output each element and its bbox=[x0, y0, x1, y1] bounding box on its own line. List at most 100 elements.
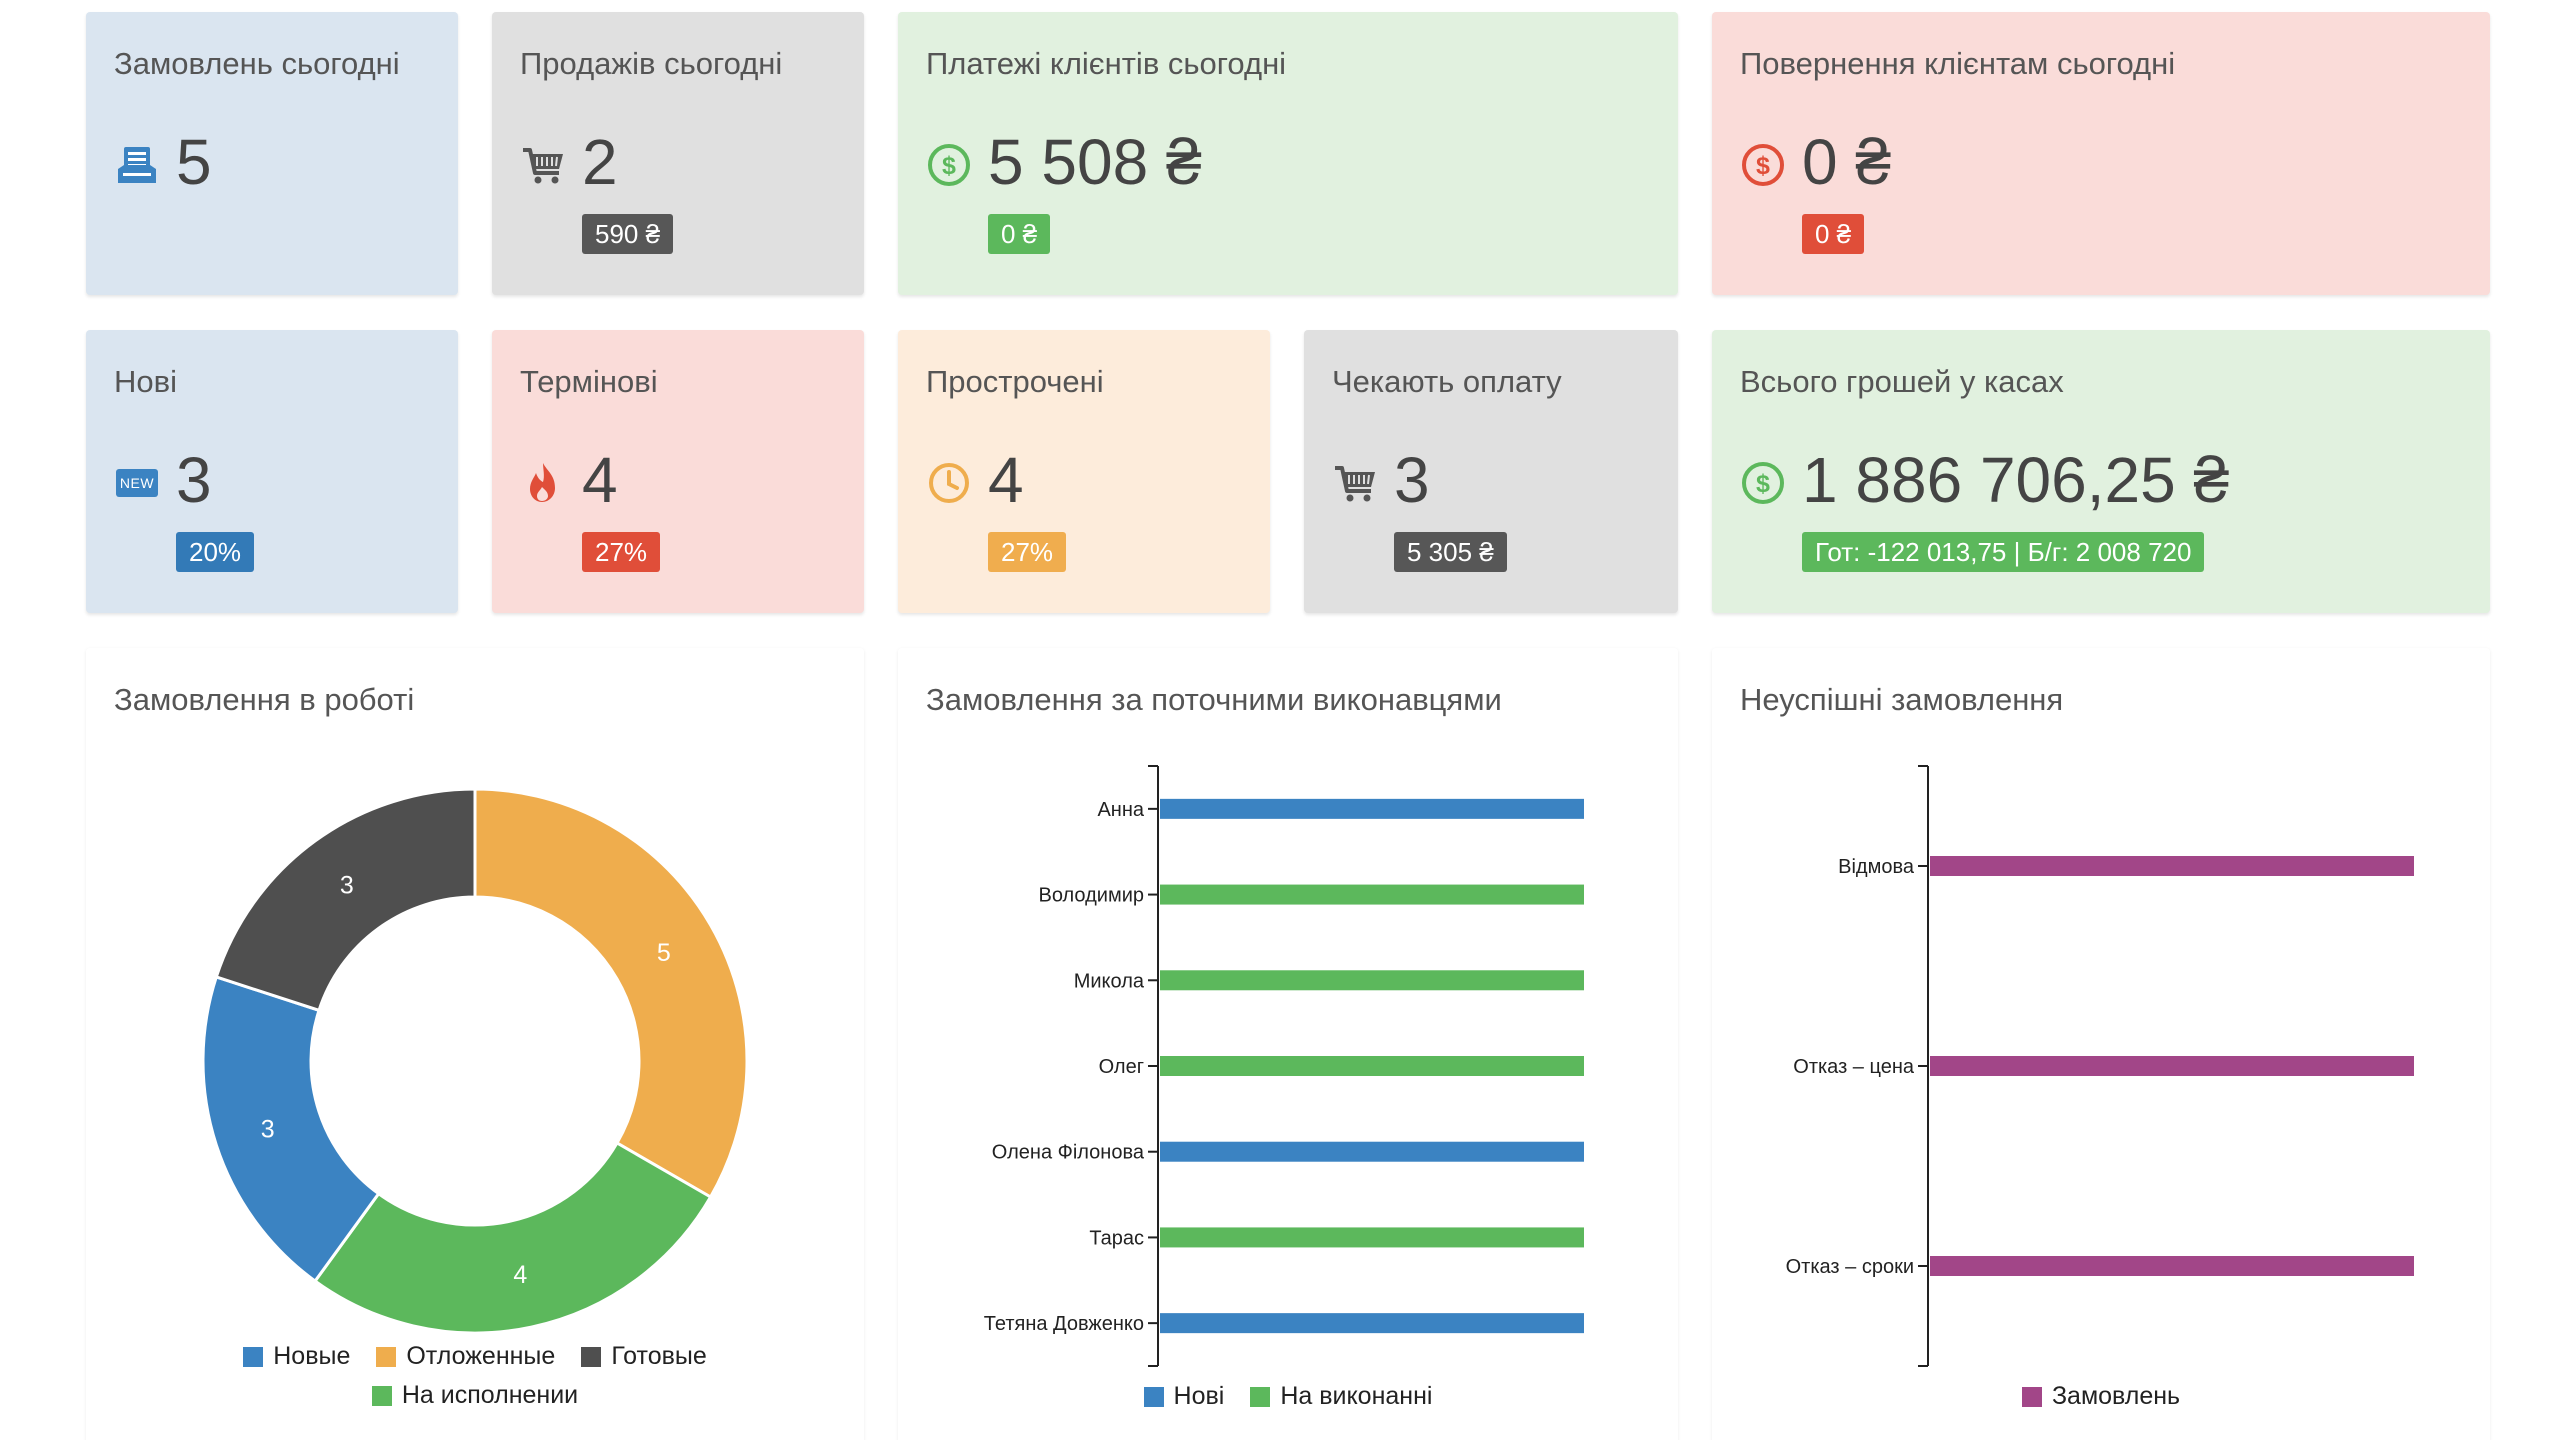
orders-today-title: Замовлень сьогодні bbox=[114, 46, 400, 81]
new-icon-label: NEW bbox=[115, 469, 159, 497]
sales-today-card[interactable]: Продажів сьогодні 2 590 ₴ bbox=[492, 12, 864, 295]
donut-legend-swatch bbox=[243, 1346, 264, 1367]
dollar-circle-icon: $ bbox=[924, 140, 974, 190]
clock-icon bbox=[924, 458, 974, 508]
executors-legend-swatch bbox=[1250, 1386, 1271, 1407]
donut-slice-label: 3 bbox=[340, 872, 354, 900]
orders-in-work-legend: Новые Отложенные Готовые На исполнении bbox=[86, 1342, 864, 1410]
urgent-orders-badge: 27% bbox=[582, 532, 661, 572]
bar-тетяна-довженко[interactable] bbox=[1160, 1313, 1584, 1334]
awaiting-payment-value: 3 bbox=[1394, 444, 1430, 516]
bar-відмова[interactable] bbox=[1930, 856, 2414, 876]
failed-legend-label: Замовлень bbox=[2051, 1382, 2181, 1410]
donut-legend-label: На исполнении bbox=[401, 1381, 579, 1409]
refunds-today-title: Повернення клієнтам сьогодні bbox=[1740, 46, 2176, 81]
cash-total-badge: Гот: -122 013,75 | Б/г: 2 008 720 bbox=[1802, 532, 2205, 572]
fire-icon bbox=[518, 458, 568, 508]
donut-legend-swatch bbox=[581, 1346, 602, 1367]
bar-анна[interactable] bbox=[1160, 798, 1584, 819]
dollar-circle-icon: $ bbox=[1738, 458, 1788, 508]
sales-today-value: 2 bbox=[582, 126, 618, 198]
new-orders-value: 3 bbox=[176, 444, 212, 516]
donut-legend-item[interactable]: На исполнении bbox=[371, 1381, 579, 1410]
executors-panel: Замовлення за поточними виконавцями Анна… bbox=[898, 648, 1678, 1440]
donut-slice-готовые[interactable] bbox=[214, 787, 477, 1013]
awaiting-payment-badge: 5 305 ₴ bbox=[1394, 532, 1507, 572]
executors-legend: Нові На виконанні bbox=[898, 1382, 1678, 1411]
svg-text:$: $ bbox=[1756, 470, 1770, 498]
cart-icon bbox=[1330, 458, 1380, 508]
failed-orders-title: Неуспішні замовлення bbox=[1740, 682, 2064, 717]
donut-legend-item[interactable]: Отложенные bbox=[376, 1342, 555, 1371]
bar-отказ-цена[interactable] bbox=[1930, 1056, 2414, 1076]
donut-slice-label: 3 bbox=[261, 1115, 275, 1143]
new-orders-card[interactable]: Нові NEW 3 20% bbox=[86, 330, 458, 613]
payments-today-badge: 0 ₴ bbox=[988, 214, 1051, 254]
donut-legend-label: Новые bbox=[273, 1342, 351, 1370]
orders-today-card[interactable]: Замовлень сьогодні 5 bbox=[86, 12, 458, 295]
bar-олена-філонова[interactable] bbox=[1160, 1141, 1584, 1162]
executors-bar-chart: Анна Володимир Микола Олег Олена Філонова Тар… bbox=[984, 765, 1584, 1367]
bar-отказ-сроки[interactable] bbox=[1930, 1256, 2414, 1276]
donut-legend-item[interactable]: Новые bbox=[243, 1342, 350, 1371]
new-orders-badge: 20% bbox=[176, 532, 255, 572]
dollar-circle-icon: $ bbox=[1738, 140, 1788, 190]
bar-микола[interactable] bbox=[1160, 970, 1584, 991]
payments-today-card[interactable]: Платежі клієнтів сьогодні $ 5 508 ₴ 0 ₴ bbox=[898, 12, 1678, 295]
bar-олег[interactable] bbox=[1160, 1056, 1584, 1076]
executors-legend-label: Нові bbox=[1173, 1382, 1225, 1410]
donut-slice-label: 5 bbox=[657, 939, 671, 967]
overdue-orders-badge: 27% bbox=[988, 532, 1067, 572]
payments-today-title: Платежі клієнтів сьогодні bbox=[926, 46, 1287, 81]
new-orders-title: Нові bbox=[114, 364, 177, 399]
y-tick-label: Микола bbox=[1074, 970, 1145, 992]
overdue-orders-value: 4 bbox=[988, 444, 1024, 516]
sales-today-title: Продажів сьогодні bbox=[520, 46, 783, 81]
urgent-orders-value: 4 bbox=[582, 444, 618, 516]
y-tick-label: Володимир bbox=[1039, 885, 1145, 907]
refunds-today-card[interactable]: Повернення клієнтам сьогодні $ 0 ₴ 0 ₴ bbox=[1712, 12, 2490, 295]
y-tick-label: Тетяна Довженко bbox=[984, 1313, 1144, 1335]
bar-володимир[interactable] bbox=[1160, 884, 1584, 905]
executors-legend-item[interactable]: Нові bbox=[1143, 1382, 1225, 1411]
cash-total-card[interactable]: Всього грошей у касах $ 1 886 706,25 ₴ Г… bbox=[1712, 330, 2490, 613]
donut-slice-на-исполнении[interactable] bbox=[313, 1140, 713, 1335]
donut-slice-отложенные[interactable] bbox=[473, 787, 749, 1200]
y-tick-label: Анна bbox=[1097, 799, 1144, 821]
sales-today-badge: 590 ₴ bbox=[582, 214, 674, 254]
awaiting-payment-title: Чекають оплату bbox=[1332, 364, 1562, 399]
executors-legend-item[interactable]: На виконанні bbox=[1250, 1382, 1432, 1411]
failed-orders-legend: Замовлень bbox=[1712, 1382, 2490, 1411]
urgent-orders-title: Термінові bbox=[520, 364, 658, 399]
cash-total-title: Всього грошей у касах bbox=[1740, 364, 2064, 399]
awaiting-payment-card[interactable]: Чекають оплату 3 5 305 ₴ bbox=[1304, 330, 1678, 613]
cash-total-value: 1 886 706,25 ₴ bbox=[1802, 444, 2230, 516]
executors-legend-label: На виконанні bbox=[1280, 1382, 1433, 1410]
y-tick-label: Олег bbox=[1099, 1056, 1144, 1078]
overdue-orders-title: Прострочені bbox=[926, 364, 1104, 399]
failed-orders-bar-chart: Відмова Отказ – цена Отказ – сроки bbox=[1786, 765, 2414, 1367]
orders-in-work-panel: Замовлення в роботі 5 4 3 3 Новые Отложенные… bbox=[86, 648, 864, 1440]
payments-today-value: 5 508 ₴ bbox=[988, 126, 1202, 198]
donut-slice-новые[interactable] bbox=[201, 975, 381, 1284]
y-tick-label: Олена Філонова bbox=[992, 1142, 1145, 1164]
overdue-orders-card[interactable]: Прострочені 4 27% bbox=[898, 330, 1270, 613]
cart-icon bbox=[518, 140, 568, 190]
donut-legend-swatch bbox=[376, 1346, 397, 1367]
refunds-today-badge: 0 ₴ bbox=[1802, 214, 1865, 254]
refunds-today-value: 0 ₴ bbox=[1802, 126, 1891, 198]
y-tick-label: Отказ – сроки bbox=[1786, 1256, 1914, 1278]
orders-in-work-donut-chart: 5 4 3 3 bbox=[201, 787, 749, 1335]
executors-title: Замовлення за поточними виконавцями bbox=[926, 682, 1502, 717]
y-tick-label: Тарас bbox=[1089, 1227, 1144, 1249]
orders-in-work-title: Замовлення в роботі bbox=[114, 682, 415, 717]
failed-legend-item[interactable]: Замовлень bbox=[2021, 1382, 2181, 1411]
svg-text:$: $ bbox=[1756, 152, 1770, 180]
urgent-orders-card[interactable]: Термінові 4 27% bbox=[492, 330, 864, 613]
bar-тарас[interactable] bbox=[1160, 1227, 1584, 1248]
failed-legend-swatch bbox=[2021, 1386, 2042, 1407]
orders-today-value: 5 bbox=[176, 126, 212, 198]
failed-orders-panel: Неуспішні замовлення Відмова Отказ – цена… bbox=[1712, 648, 2490, 1440]
executors-legend-swatch bbox=[1143, 1386, 1164, 1407]
donut-legend-item[interactable]: Готовые bbox=[581, 1342, 707, 1371]
